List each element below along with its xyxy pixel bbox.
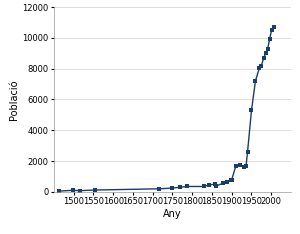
Y-axis label: Població: Població <box>9 79 20 120</box>
X-axis label: Any: Any <box>163 209 182 219</box>
